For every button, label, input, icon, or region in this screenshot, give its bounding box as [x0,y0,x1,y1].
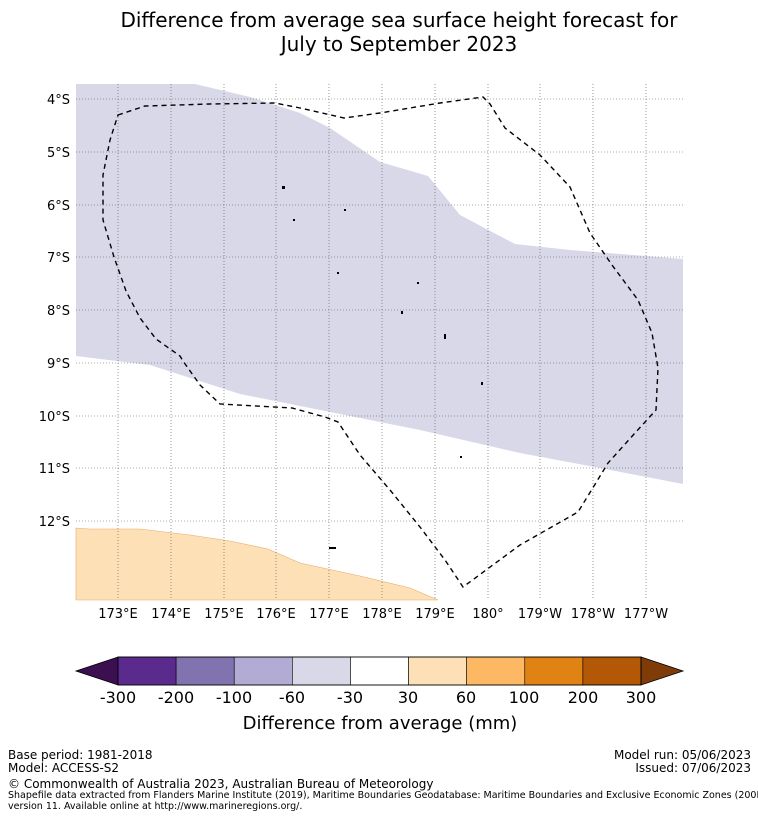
lon-label: 174°E [151,607,191,620]
colorbar-tick: -100 [216,688,252,707]
shapefile-credit-line-1: Shapefile data extracted from Flanders M… [8,790,758,801]
lon-label: 175°E [204,607,244,620]
lat-label: 11°S [39,462,70,477]
lon-label: 176°E [256,607,296,620]
lon-label: 177°E [309,607,349,620]
lon-label: 173°E [98,607,138,620]
colorbar-ticks: -300 -200 -100 -60 -30 30 60 100 200 300 [100,688,656,707]
title-line-2: July to September 2023 [280,32,518,56]
colorbar-cell [350,656,409,686]
colorbar-cell [524,656,584,686]
colorbar-outline [117,656,642,686]
islands [282,186,483,549]
lat-label: 6°S [47,199,70,214]
eez-boundary [102,96,659,588]
colorbar-cells [117,656,642,686]
colorbar-tick: -30 [337,688,363,707]
model-run-date: Model run: 05/06/2023 [613,748,751,762]
colorbar-tick: 200 [568,688,599,707]
colorbar-tick: 300 [626,688,657,707]
lon-label: 177°W [624,607,668,620]
colorbar-cell [175,656,235,686]
colorbar-tick: 60 [456,688,476,707]
colorbar-high-extend [640,656,685,686]
chart-title: Difference from average sea surface heig… [0,8,758,56]
lat-label: 12°S [39,515,70,530]
lat-label: 10°S [39,410,70,425]
base-period: Base period: 1981-2018 [8,748,153,762]
colorbar-label: Difference from average (mm) [243,713,518,734]
grid [76,84,683,600]
model-name: Model: ACCESS-S2 [8,761,120,775]
lon-label: 178°W [571,607,615,620]
colorbar-tick: -60 [279,688,305,707]
lat-label: 9°S [47,357,70,372]
copyright: © Commonwealth of Australia 2023, Austra… [8,777,434,791]
colorbar: -300 -200 -100 -60 -30 30 60 100 200 300… [74,656,685,734]
lat-label: 8°S [47,304,70,319]
lon-label: 178°E [362,607,402,620]
shapefile-credit-line-2: version 11. Available online at http://w… [8,801,303,812]
colorbar-tick: 100 [509,688,540,707]
colorbar-cell [292,656,351,686]
longitude-labels: 173°E 174°E 175°E 176°E 177°E 178°E 179°… [98,607,668,620]
lat-label: 5°S [47,146,70,161]
colorbar-tick: -300 [100,688,136,707]
colorbar-cell [117,656,177,686]
lon-label: 180° [472,607,503,620]
negative-anomaly-region [76,84,683,484]
colorbar-tick: 30 [398,688,418,707]
lon-label: 179°W [518,607,562,620]
colorbar-tick: -200 [158,688,194,707]
lat-label: 7°S [47,251,70,266]
colorbar-cell [408,656,467,686]
colorbar-cell [466,656,526,686]
issued-date: Issued: 07/06/2023 [635,761,751,775]
lat-label: 4°S [47,93,70,108]
positive-anomaly-region [75,527,439,601]
lon-label: 179°E [415,607,455,620]
colorbar-low-extend [74,656,119,686]
forecast-map: 4°S 5°S 6°S 7°S 8°S 9°S 10°S 11°S 12°S 1… [39,84,683,620]
title-line-1: Difference from average sea surface heig… [120,8,678,32]
colorbar-cell [582,656,642,686]
latitude-labels: 4°S 5°S 6°S 7°S 8°S 9°S 10°S 11°S 12°S [39,93,70,530]
colorbar-cell [233,656,293,686]
